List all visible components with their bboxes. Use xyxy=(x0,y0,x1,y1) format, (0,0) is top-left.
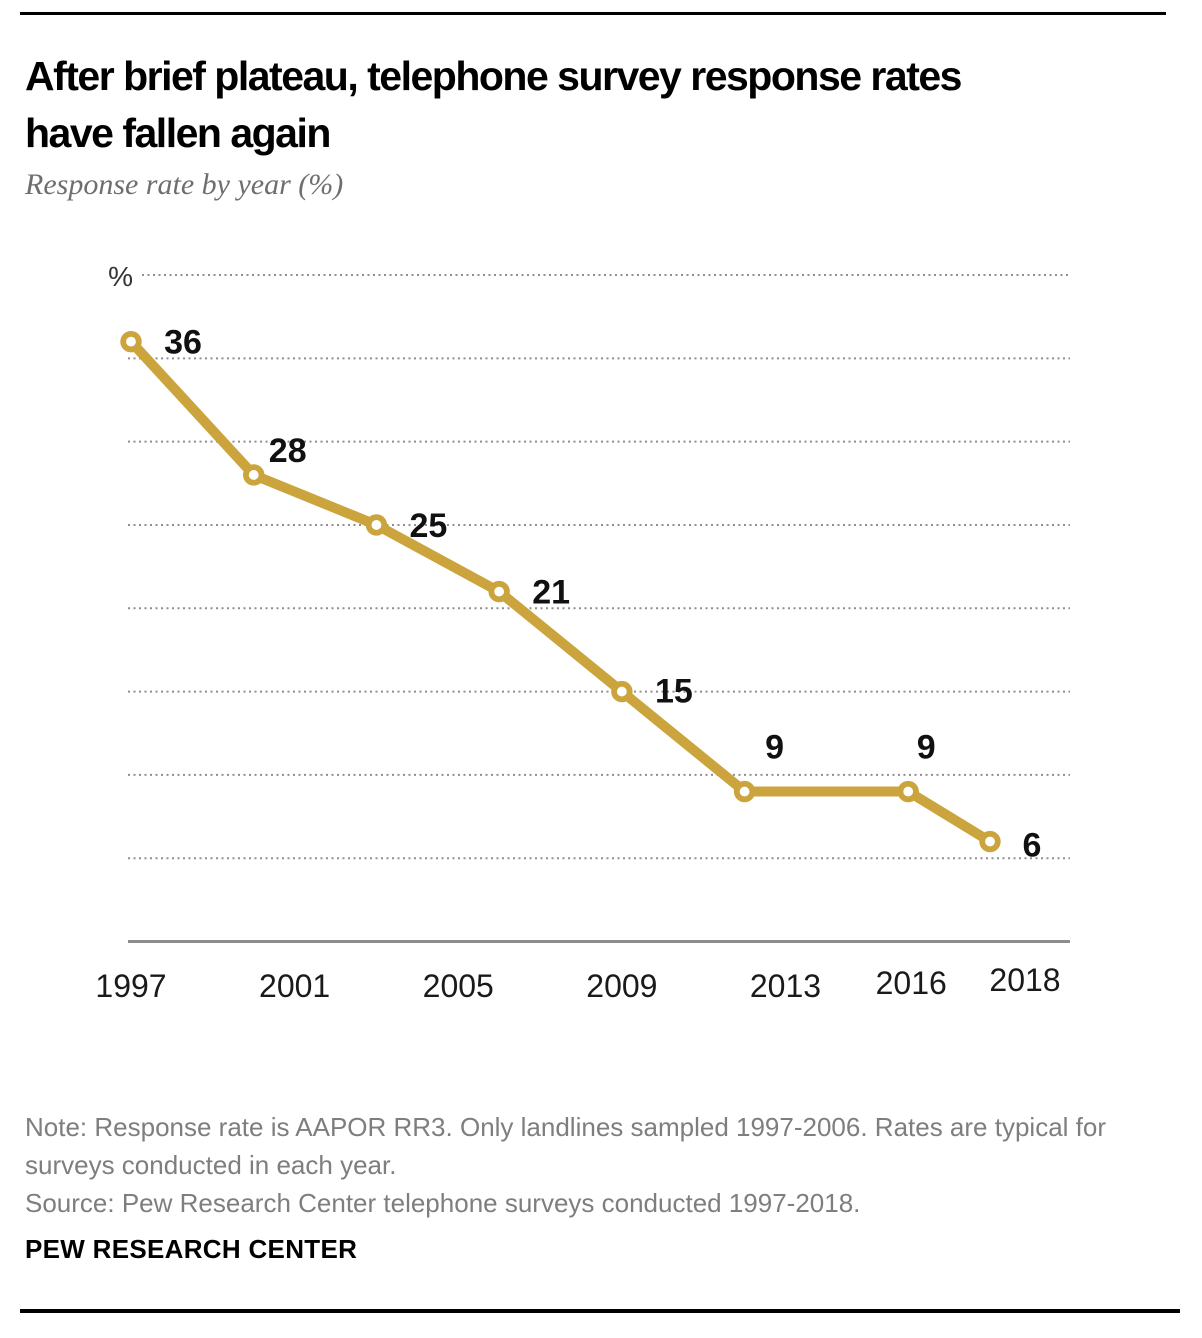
response-rate-line xyxy=(126,336,996,847)
data-point-marker xyxy=(733,780,756,803)
x-axis-tick-label: 2001 xyxy=(259,968,330,1004)
data-point-label: 21 xyxy=(532,574,570,612)
x-axis-tick-label: 2016 xyxy=(876,965,947,1001)
data-point-label: 9 xyxy=(765,729,784,767)
data-point-label: 9 xyxy=(917,729,936,767)
note-text: Note: Response rate is AAPOR RR3. Only l… xyxy=(25,1112,1106,1180)
brand-pew-research-center: PEW RESEARCH CENTER xyxy=(25,1234,358,1264)
data-point-label: 6 xyxy=(1023,827,1042,865)
source-text: Source: Pew Research Center telephone su… xyxy=(25,1188,861,1218)
x-axis-tick-label: 2013 xyxy=(750,968,821,1004)
x-axis-tick-label: 2009 xyxy=(586,968,657,1004)
x-axis-tick-label: 2018 xyxy=(989,962,1060,998)
chart-title: After brief plateau, telephone survey re… xyxy=(25,48,1175,162)
data-point-marker xyxy=(979,830,1001,853)
bottom-divider xyxy=(20,1309,1180,1313)
data-point-label: 28 xyxy=(269,432,307,470)
data-point-marker xyxy=(488,580,510,603)
data-point-marker xyxy=(611,680,633,703)
data-point-label: 15 xyxy=(655,673,693,711)
top-divider xyxy=(20,12,1166,15)
x-axis-tick-label: 2005 xyxy=(423,968,494,1004)
chart-footer: Note: Response rate is AAPOR RR3. Only l… xyxy=(25,1108,1175,1222)
chart-title-line: have fallen again xyxy=(25,110,331,156)
data-point-marker xyxy=(243,464,265,486)
chart-subtitle: Response rate by year (%) xyxy=(25,168,344,201)
x-axis-tick-label: 1997 xyxy=(95,968,166,1004)
data-point-marker xyxy=(365,514,388,536)
y-axis-unit-label: % xyxy=(108,261,133,292)
data-point-marker xyxy=(897,780,919,803)
data-point-label: 25 xyxy=(410,507,448,545)
chart-title-line: After brief plateau, telephone survey re… xyxy=(25,53,962,99)
data-point-label: 36 xyxy=(164,324,202,362)
data-point-marker xyxy=(120,330,142,353)
